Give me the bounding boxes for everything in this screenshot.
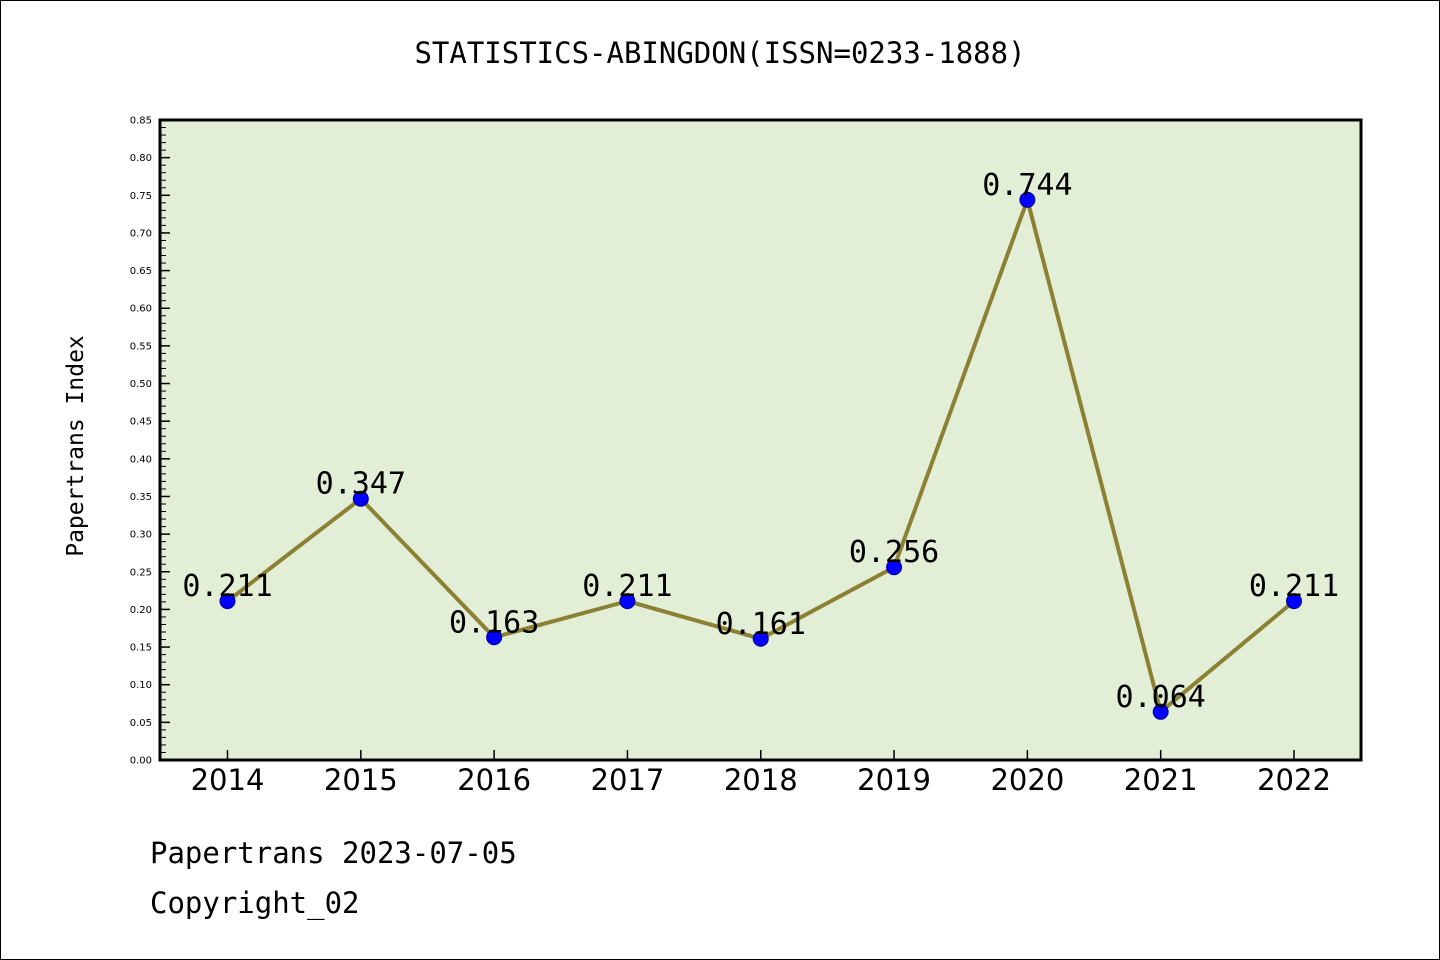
data-points [219, 191, 1302, 720]
footer-copyright: Copyright_02 [150, 886, 360, 920]
data-label: 0.211 [182, 569, 272, 604]
plot-area [160, 120, 1361, 760]
y-tick-label: 0.35 [130, 492, 152, 503]
x-tick-label: 2016 [457, 763, 531, 797]
y-tick-label: 0.45 [130, 417, 152, 428]
x-tick-label: 2015 [324, 763, 398, 797]
data-labels: 0.211 0.347 0.163 0.211 0.161 0.256 0.744 0.064… [182, 168, 1339, 715]
x-axis-ticks: 2014 2015 2016 2017 2018 2019 2020 2021 2022 [191, 750, 1331, 797]
y-tick-label: 0.60 [130, 304, 152, 315]
y-tick-label: 0.10 [130, 680, 152, 691]
y-tick-label: 0.30 [130, 530, 152, 541]
data-point [486, 629, 503, 646]
data-point [1019, 191, 1036, 208]
y-axis-ticks: 0.00 0.05 0.10 0.15 0.20 0.25 0.30 0.35 0.40 0.45… [130, 116, 170, 767]
data-label: 0.744 [982, 168, 1072, 203]
x-tick-label: 2018 [724, 763, 798, 797]
x-tick-label: 2014 [191, 763, 265, 797]
data-label: 0.211 [1249, 569, 1339, 604]
data-point [352, 490, 369, 507]
x-tick-label: 2020 [990, 763, 1064, 797]
x-tick-label: 2022 [1257, 763, 1331, 797]
y-tick-label: 0.50 [130, 379, 152, 390]
x-tick-label: 2021 [1124, 763, 1198, 797]
y-tick-label: 0.05 [130, 718, 152, 729]
data-point [1286, 593, 1302, 610]
y-tick-label: 0.40 [130, 454, 152, 465]
data-point [752, 630, 769, 647]
y-tick-label: 0.00 [130, 756, 152, 767]
chart-title: STATISTICS-ABINGDON(ISSN=0233-1888) [414, 36, 1026, 70]
x-tick-label: 2019 [857, 763, 931, 797]
data-label: 0.163 [449, 605, 539, 640]
y-tick-label: 0.75 [130, 191, 152, 202]
footer-date: Papertrans 2023-07-05 [150, 836, 517, 870]
y-tick-label: 0.85 [130, 116, 152, 127]
data-label: 0.161 [716, 607, 806, 642]
plot-border [158, 118, 1363, 762]
data-point [886, 559, 903, 576]
data-label: 0.347 [316, 467, 406, 502]
y-tick-label: 0.20 [130, 605, 152, 616]
y-tick-label: 0.25 [130, 567, 152, 578]
y-tick-label: 0.15 [130, 643, 152, 654]
data-point [1152, 703, 1169, 720]
y-tick-label: 0.70 [130, 228, 152, 239]
data-label: 0.211 [582, 569, 672, 604]
data-point [219, 593, 236, 610]
y-tick-label: 0.65 [130, 266, 152, 277]
y-tick-label: 0.80 [130, 153, 152, 164]
data-label: 0.064 [1116, 680, 1206, 715]
y-tick-label: 0.55 [130, 341, 152, 352]
data-label: 0.256 [849, 535, 939, 570]
x-tick-label: 2017 [591, 763, 665, 797]
data-point [619, 593, 636, 610]
